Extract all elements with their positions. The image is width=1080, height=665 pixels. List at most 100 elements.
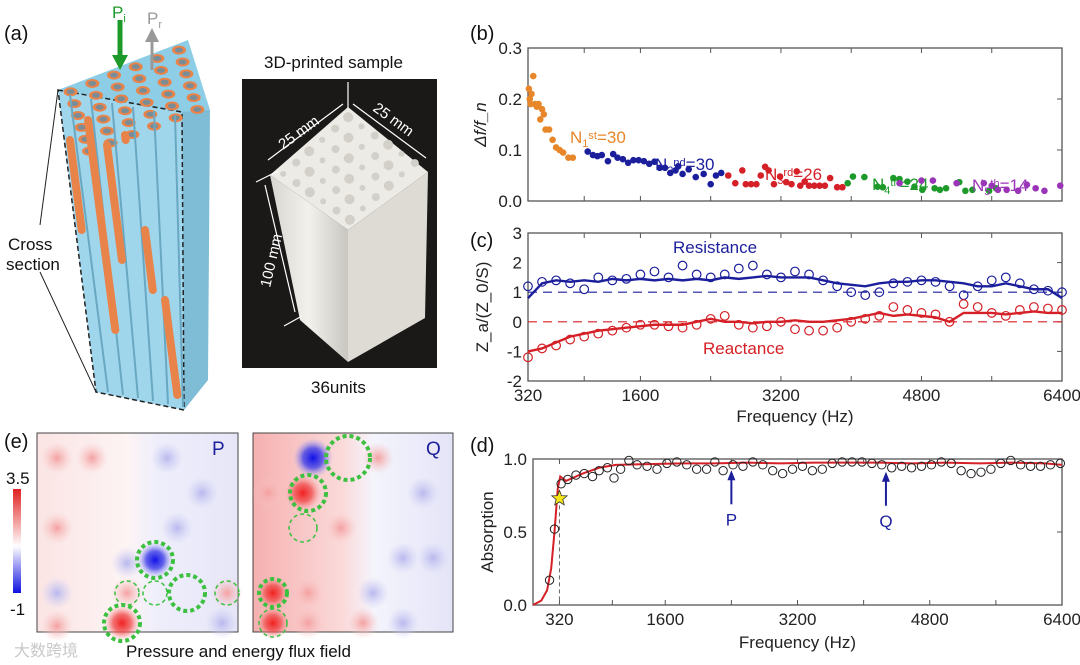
- energy-flux-vortex: [102, 603, 142, 643]
- photo-caption: 36units: [311, 378, 366, 397]
- sample-hole: [343, 112, 354, 123]
- pressure-spot: [111, 547, 143, 579]
- absorption-measured-point: [624, 455, 634, 466]
- hole-inner: [77, 124, 86, 130]
- data-point-2nd: [598, 151, 606, 159]
- data-point-3rd: [805, 182, 813, 189]
- absorption-measured-point: [642, 461, 652, 471]
- label-sub: 1: [582, 138, 588, 150]
- measured-point: [649, 319, 660, 330]
- label-base: N: [655, 155, 667, 174]
- data-point-3rd: [826, 174, 834, 182]
- data-point-4th: [936, 186, 944, 194]
- data-point-3rd: [816, 182, 823, 189]
- data-point-4th: [890, 174, 897, 182]
- sample-hole: [331, 145, 340, 154]
- absorption-measured-point: [817, 464, 827, 474]
- hole-inner: [186, 83, 194, 89]
- sample-hole: [280, 170, 287, 177]
- measured-point: [1043, 285, 1053, 296]
- measured-point: [733, 263, 744, 274]
- y-tick-label: 0.5: [503, 523, 527, 542]
- measured-point: [972, 281, 983, 292]
- data-point-1st: [529, 72, 537, 80]
- data-point-5th: [1003, 186, 1010, 194]
- label-sup: st: [588, 130, 597, 142]
- leader-line-top: [39, 89, 59, 226]
- energy-flux-vortex: [114, 580, 140, 606]
- y-tick-label: 1: [513, 283, 522, 302]
- data-point-3rd: [796, 182, 804, 189]
- data-point-2nd: [712, 172, 720, 179]
- x-axis-title: Frequency (Hz): [736, 407, 853, 426]
- channel-wall: [153, 110, 169, 405]
- pressure-spot: [41, 442, 73, 474]
- side-face: [182, 110, 210, 410]
- x-tick-label: 3200: [762, 386, 800, 405]
- measured-point: [691, 269, 702, 280]
- hole-inner: [164, 91, 173, 97]
- measured-point: [944, 281, 955, 292]
- chart-d: 0.0 0.5 1.0 320 1600 3200 4800 6400 Frequency (H…: [478, 450, 1080, 652]
- x-tick-label: 3200: [779, 610, 817, 629]
- label-rest: =14: [1000, 176, 1029, 195]
- absorption-measured-point: [986, 464, 996, 474]
- pressure-spot: [293, 438, 333, 478]
- hole-inner: [189, 95, 198, 101]
- sample-hole: [370, 131, 379, 140]
- pressure-spot: [206, 607, 238, 639]
- channels: [66, 94, 184, 408]
- pressure-spot: [41, 610, 73, 642]
- data-point-5th: [918, 177, 925, 184]
- measured-point: [705, 272, 716, 283]
- x-tick-label: 6400: [1043, 386, 1080, 405]
- measured-point: [677, 260, 688, 271]
- sample-photo: 25 mm 25 mm 100 mm: [242, 79, 437, 368]
- hole-inner: [153, 55, 162, 61]
- label-sub: 5: [984, 186, 990, 198]
- absorption-measured-point: [728, 460, 738, 470]
- label-base: N: [765, 165, 777, 184]
- absorption-measured-point: [748, 457, 758, 467]
- absorption-measured-point: [718, 465, 728, 476]
- sample-hole: [398, 171, 405, 178]
- energy-flux-vortex: [258, 608, 288, 638]
- sample-hole: [358, 123, 365, 130]
- absorption-measured-point: [615, 464, 626, 474]
- measured-point: [916, 275, 927, 286]
- sample-hole: [343, 132, 354, 143]
- data-point-4th: [911, 183, 918, 191]
- label-rest: =26: [793, 165, 822, 184]
- data-point-2nd: [674, 163, 682, 170]
- map-q-label: Q: [426, 439, 441, 460]
- sample-hole: [304, 146, 315, 157]
- pressure-spot: [257, 577, 289, 609]
- hole-inner: [124, 120, 133, 126]
- incident-label: Pi: [112, 3, 126, 25]
- pressure-spot: [252, 477, 284, 509]
- channel-wall: [111, 102, 139, 399]
- data-point-3rd: [742, 180, 750, 188]
- absorption-measured-point: [1025, 461, 1036, 471]
- absorption-measured-point: [710, 457, 720, 467]
- absorption-simulation-line: [532, 461, 1063, 606]
- measured-point: [579, 284, 590, 295]
- data-point-1st: [536, 116, 544, 123]
- data-point-3rd: [770, 180, 778, 188]
- sample-hole: [319, 177, 326, 184]
- pressure-spot: [41, 577, 73, 609]
- data-point-5th: [988, 182, 996, 189]
- absorption-measured-point: [906, 463, 917, 473]
- data-point-3rd: [811, 182, 818, 189]
- data-point-1st: [545, 126, 553, 133]
- reflected-arrow-head: [145, 28, 159, 42]
- pressure-spot: [151, 442, 183, 474]
- hole-inner: [168, 103, 176, 109]
- label-sup: nd: [673, 157, 685, 169]
- data-point-3rd: [801, 178, 808, 185]
- measured-point: [1057, 287, 1067, 298]
- map-q-field: [252, 434, 449, 639]
- label-rest: =30: [597, 128, 626, 147]
- absorption-measured-point: [768, 465, 778, 476]
- series-label-1st: N1st=30: [570, 128, 626, 150]
